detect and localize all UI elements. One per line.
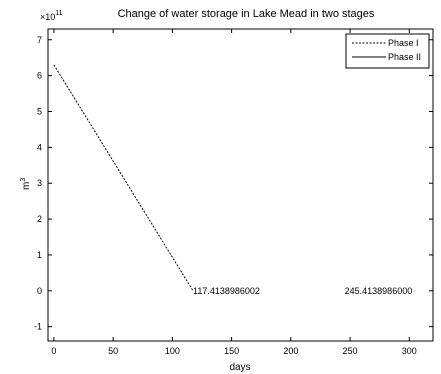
chart-title: Change of water storage in Lake Mead in … xyxy=(118,8,375,20)
legend-box xyxy=(345,33,430,69)
annotation-label: 245.4138986000 xyxy=(345,286,413,296)
x-tick-label: 100 xyxy=(165,346,180,356)
x-tick-label: 300 xyxy=(402,346,417,356)
axis-ticks: 0 50 100 150 200 250 300 -1 0 1 2 3 4 5 6 7 xyxy=(34,29,433,356)
y-tick-label: 3 xyxy=(37,178,42,188)
series-lines xyxy=(53,64,194,292)
x-tick-label: 50 xyxy=(108,346,118,356)
y-tick-label: 0 xyxy=(37,286,42,296)
y-tick-label: 6 xyxy=(37,71,42,81)
y-tick-label: 1 xyxy=(37,250,42,260)
x-axis-label: days xyxy=(229,362,250,373)
y-axis-label: m3 xyxy=(20,178,32,190)
plot-area xyxy=(47,28,434,342)
y-tick-label: 4 xyxy=(37,142,42,152)
y-tick-label: -1 xyxy=(34,322,42,332)
legend-label: Phase I xyxy=(388,38,419,48)
annotation-label: 117.4138986002 xyxy=(193,286,260,296)
legend-label: Phase II xyxy=(388,52,421,62)
x-tick-label: 200 xyxy=(283,346,298,356)
legend: Phase I Phase II xyxy=(345,33,430,69)
x-tick-label: 150 xyxy=(224,346,239,356)
x-tick-label: 0 xyxy=(51,346,56,356)
y-tick-label: 2 xyxy=(37,214,42,224)
y-tick-label: 5 xyxy=(37,106,42,116)
y-tick-label: 7 xyxy=(37,35,42,45)
annotations: 117.4138986002 245.4138986000 xyxy=(193,286,412,296)
x-tick-label: 250 xyxy=(343,346,358,356)
y-axis-exponent: ×1011 xyxy=(40,10,63,22)
series-line xyxy=(53,64,194,292)
